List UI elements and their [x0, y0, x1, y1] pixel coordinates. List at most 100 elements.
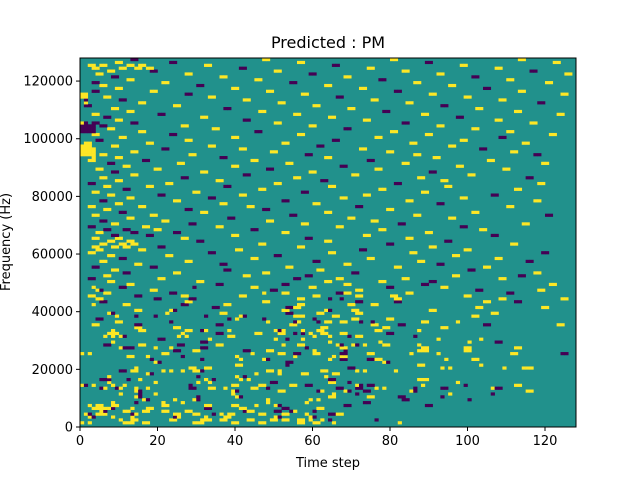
heatmap-cell: [490, 392, 495, 396]
heatmap-cell: [463, 225, 468, 229]
heatmap-cell: [413, 389, 418, 393]
heatmap-cell: [266, 369, 271, 373]
heatmap-cell: [157, 245, 162, 249]
heatmap-cell: [83, 150, 89, 154]
heatmap-cell: [552, 282, 557, 287]
heatmap-cell: [568, 72, 573, 76]
heatmap-cell: [130, 239, 135, 243]
heatmap-cell: [366, 389, 371, 393]
heatmap-cell: [390, 294, 395, 298]
heatmap-cell: [312, 202, 317, 206]
heatmap-cell: [324, 375, 329, 379]
heatmap-cell: [355, 308, 360, 312]
heatmap-cell: [316, 389, 321, 393]
heatmap-cell: [153, 360, 158, 364]
heatmap-cell: [188, 207, 193, 212]
heatmap-cell: [83, 95, 89, 99]
heatmap-cell: [277, 372, 282, 376]
heatmap-cell: [413, 141, 418, 145]
heatmap-cell: [246, 118, 251, 122]
heatmap-cell: [242, 173, 247, 177]
heatmap-cell: [91, 66, 96, 70]
heatmap-cell: [506, 291, 511, 295]
heatmap-cell: [347, 389, 352, 393]
heatmap-cell: [347, 380, 352, 385]
heatmap-cell: [149, 233, 154, 238]
heatmap-cell: [273, 418, 278, 422]
heatmap-cell: [483, 228, 488, 232]
heatmap-cell: [246, 377, 251, 382]
heatmap-cell: [308, 236, 313, 240]
y-tick-label: 80000: [32, 190, 73, 205]
heatmap-cell: [196, 421, 201, 425]
heatmap-cell: [541, 305, 546, 310]
y-tick-label: 40000: [32, 305, 73, 320]
heatmap-cell: [560, 323, 565, 327]
heatmap-cell: [343, 127, 348, 131]
heatmap-cell: [324, 320, 329, 324]
heatmap-cell: [514, 187, 519, 191]
heatmap-cell: [347, 334, 352, 338]
heatmap-cell: [95, 132, 100, 137]
heatmap-cell: [328, 320, 333, 324]
heatmap-cell: [335, 63, 340, 67]
heatmap-cell: [169, 132, 174, 137]
heatmap-cell: [300, 314, 306, 318]
heatmap-cell: [114, 331, 120, 336]
heatmap-cell: [374, 357, 379, 361]
heatmap-cell: [331, 354, 337, 359]
heatmap-cell: [452, 83, 457, 88]
heatmap-cell: [130, 346, 135, 350]
heatmap-cell: [428, 170, 433, 174]
heatmap-cell: [331, 138, 337, 142]
heatmap-cell: [165, 311, 170, 315]
heatmap-cell: [238, 294, 244, 298]
heatmap-cell: [262, 383, 267, 387]
heatmap-cell: [335, 314, 340, 318]
heatmap-cell: [405, 161, 410, 165]
heatmap-cell: [266, 398, 271, 402]
heatmap-cell: [246, 173, 251, 177]
heatmap-cell: [258, 130, 263, 134]
heatmap-cell: [111, 233, 116, 238]
heatmap-cell: [231, 164, 236, 168]
heatmap-cell: [91, 124, 96, 128]
heatmap-cell: [297, 245, 302, 249]
heatmap-cell: [138, 248, 143, 252]
heatmap-cell: [479, 147, 484, 151]
heatmap-cell: [339, 357, 344, 361]
heatmap-cell: [359, 311, 364, 315]
heatmap-cell: [99, 176, 104, 180]
heatmap-cell: [204, 63, 209, 67]
heatmap-cell: [273, 328, 278, 333]
heatmap-cell: [436, 156, 441, 160]
heatmap-cell: [328, 210, 333, 214]
heatmap-cell: [362, 369, 368, 373]
heatmap-cell: [130, 418, 135, 422]
heatmap-cell: [328, 279, 333, 284]
heatmap-cell: [529, 259, 534, 263]
heatmap-cell: [103, 115, 108, 119]
heatmap-cell: [552, 60, 557, 65]
heatmap-cell: [517, 346, 523, 350]
heatmap-cell: [238, 395, 244, 399]
heatmap-cell: [176, 161, 182, 165]
heatmap-cell: [204, 415, 209, 419]
heatmap-cell: [118, 334, 123, 338]
heatmap-cell: [269, 349, 275, 353]
heatmap-cell: [134, 150, 139, 154]
heatmap-cell: [95, 230, 100, 235]
heatmap-cell: [242, 294, 247, 298]
heatmap-cell: [180, 303, 185, 307]
heatmap-cell: [80, 95, 85, 99]
heatmap-cell: [312, 104, 317, 108]
heatmap-cell: [118, 156, 123, 160]
heatmap-cell: [266, 357, 271, 361]
heatmap-cell: [285, 282, 290, 287]
heatmap-cell: [130, 354, 135, 359]
heatmap-cell: [204, 115, 209, 119]
heatmap-cell: [490, 158, 495, 163]
heatmap-cell: [107, 380, 112, 385]
heatmap-cell: [87, 352, 92, 356]
heatmap-cell: [273, 403, 278, 408]
